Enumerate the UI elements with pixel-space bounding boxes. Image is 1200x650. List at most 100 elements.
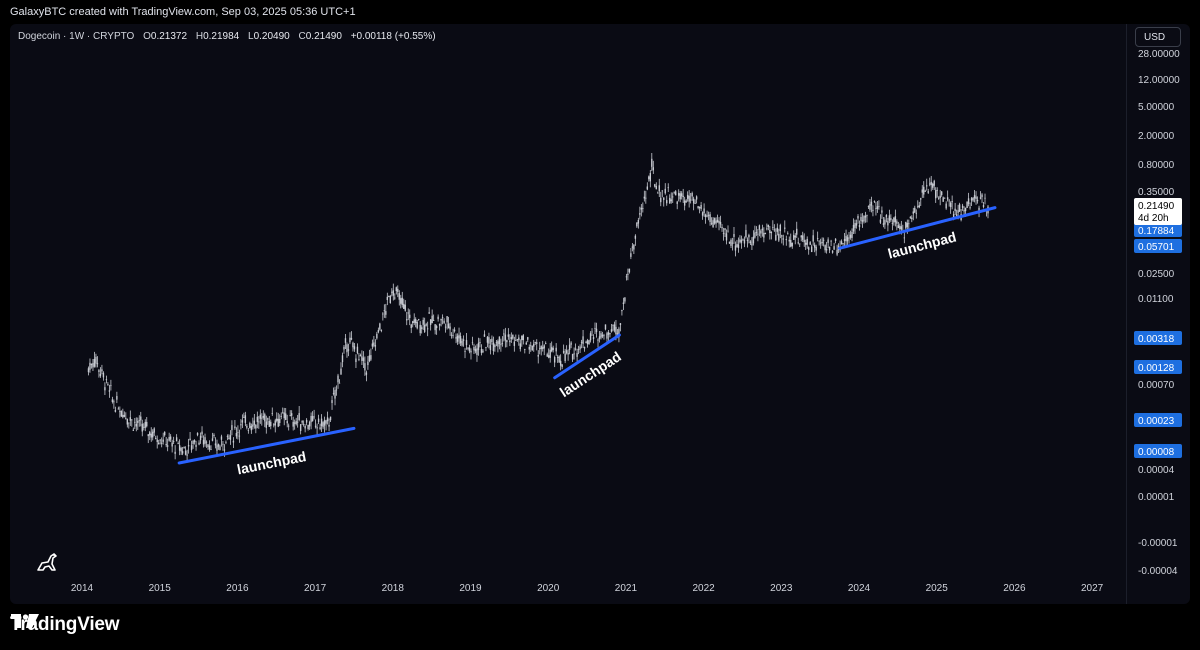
candle-body — [340, 368, 342, 375]
candle-body — [567, 352, 569, 355]
candle-body — [244, 415, 247, 423]
y-axis-highlight-tag — [1134, 444, 1182, 458]
candle-body — [377, 330, 380, 333]
candle-body — [286, 421, 288, 424]
candle-body — [677, 192, 680, 196]
low-value: 0.20490 — [253, 31, 290, 42]
candle-body — [435, 326, 438, 329]
candle-body — [317, 418, 320, 423]
candle-body — [881, 210, 883, 213]
candle-body — [163, 431, 166, 436]
candle-body — [199, 435, 202, 441]
candle-body — [942, 197, 944, 202]
candle-body — [672, 196, 674, 198]
candle-body — [119, 411, 121, 413]
candle-body — [958, 204, 961, 212]
candle-body — [745, 230, 747, 238]
candle-body — [225, 441, 227, 443]
candle-body — [353, 346, 356, 350]
y-axis-highlight-tag — [1134, 331, 1182, 345]
candle-body — [473, 346, 475, 351]
candle-body — [646, 186, 649, 190]
candle-body — [379, 323, 381, 330]
candle-body — [879, 219, 882, 223]
candle-body — [624, 297, 626, 302]
candle-body — [582, 336, 584, 344]
candle-body — [627, 273, 629, 275]
candle-body — [580, 341, 583, 343]
candle-body — [480, 348, 483, 353]
chart-panel[interactable]: Dogecoin · 1W · CRYPTO O0.21372 H0.21984… — [10, 24, 1190, 604]
candle-body — [137, 420, 139, 423]
candle-body — [651, 158, 653, 167]
candle-body — [739, 239, 741, 243]
candle-body — [253, 420, 256, 425]
candle-body — [144, 421, 146, 428]
y-axis-tick-label: 2.00000 — [1138, 131, 1175, 142]
y-axis-highlight-label: 0.05701 — [1138, 242, 1175, 253]
candle-body — [706, 215, 708, 217]
low-label: L — [248, 31, 254, 42]
candle-body — [99, 373, 102, 377]
candle-body — [509, 340, 511, 343]
tradingview-logo-icon — [11, 614, 39, 628]
candle-body — [923, 186, 925, 195]
candle-body — [935, 190, 937, 199]
candle-body — [391, 291, 393, 293]
y-axis-tick-label: 5.00000 — [1138, 102, 1175, 113]
currency-button[interactable]: USD — [1135, 27, 1181, 47]
candle-body — [255, 424, 257, 429]
candle-body — [305, 419, 308, 423]
chart-attribution: GalaxyBTC created with TradingView.com, … — [0, 0, 1200, 24]
candle-body — [810, 246, 813, 253]
candle-body — [489, 345, 492, 351]
candle-body — [675, 191, 677, 196]
candle-body — [873, 201, 876, 202]
candle-body — [240, 424, 242, 426]
y-axis-tick-label: 0.00001 — [1138, 492, 1175, 503]
candle-body — [761, 228, 764, 231]
candle-body — [274, 420, 276, 426]
candle-body — [621, 309, 623, 312]
candle-body — [549, 349, 551, 358]
candle-body — [380, 329, 383, 331]
launchpad-annotation-label: launchpad — [236, 448, 308, 477]
candle-body — [667, 187, 669, 189]
candle-body — [724, 228, 726, 231]
candle-body — [382, 313, 384, 315]
candle-body — [461, 340, 463, 346]
candle-body — [494, 344, 496, 348]
candle-body — [426, 328, 429, 330]
candle-body — [455, 337, 457, 339]
candle-body — [564, 353, 566, 362]
change-value: +0.00118 (+0.55%) — [350, 31, 436, 42]
candle-body — [495, 342, 498, 344]
candle-body — [749, 241, 752, 244]
candle-body — [513, 341, 516, 346]
candle-body — [528, 346, 530, 350]
candle-body — [201, 431, 203, 435]
candle-body — [406, 319, 408, 321]
candle-body — [903, 237, 906, 239]
x-axis-year-label: 2027 — [1081, 583, 1104, 594]
candle-body — [537, 355, 539, 357]
candle-body — [969, 207, 971, 209]
candle-body — [807, 247, 810, 250]
tradingview-footer[interactable]: TradingView — [10, 612, 120, 638]
candle-body — [793, 234, 795, 240]
candle-body — [271, 413, 273, 414]
price-axis-divider — [1126, 24, 1127, 604]
candle-body — [338, 382, 341, 384]
candle-body — [952, 214, 955, 218]
candle-body — [165, 443, 167, 446]
candle-body — [530, 345, 532, 347]
candle-body — [861, 220, 864, 222]
candle-body — [371, 343, 374, 347]
candle-body — [695, 196, 698, 200]
candle-body — [631, 246, 634, 248]
candle-body — [691, 193, 693, 197]
launchpad-trendline — [177, 426, 356, 465]
candle-body — [685, 200, 687, 203]
candle-body — [712, 220, 714, 228]
x-axis-year-label: 2016 — [226, 583, 249, 594]
